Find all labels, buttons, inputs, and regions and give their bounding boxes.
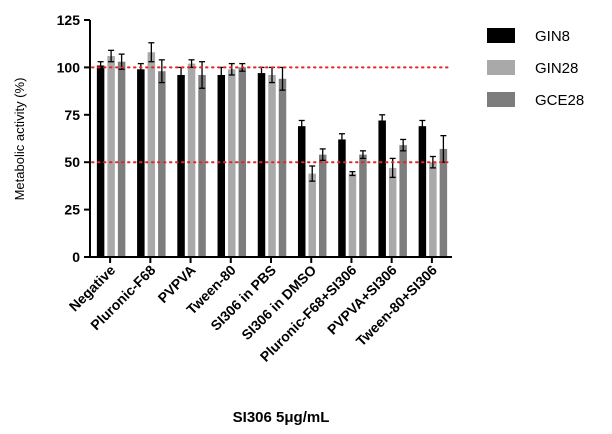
bar-gce28: [399, 145, 407, 257]
bar-gin28: [388, 167, 397, 257]
legend-swatch-gin28: [487, 60, 515, 75]
bar-gce28: [198, 74, 206, 257]
bar-gce28: [318, 154, 327, 257]
bar-gin28: [308, 173, 316, 257]
bar-gin28: [268, 74, 276, 257]
bar-gin8: [177, 74, 185, 257]
bar-gce28: [278, 78, 287, 257]
bar-gin8: [297, 126, 306, 258]
y-axis: 0 25 50 75 100 125: [57, 12, 91, 265]
bar-gin8: [217, 74, 226, 257]
bar-gin8: [257, 73, 266, 257]
bar-gin8: [378, 120, 386, 257]
legend-label: GCE28: [535, 92, 584, 109]
bar-gce28: [117, 61, 126, 257]
bar-gin28: [348, 173, 357, 257]
bar-gce28: [359, 154, 367, 257]
x-tick-label: PVPVA+SI306: [324, 262, 400, 338]
y-tick-label: 50: [64, 154, 80, 170]
y-tick-label: 75: [64, 107, 80, 123]
x-axis-label: SI306 5μg/mL: [233, 409, 330, 426]
legend-label: GIN28: [535, 60, 578, 77]
bar-gin8: [418, 126, 427, 258]
y-tick-label: 0: [72, 249, 80, 265]
y-tick-label: 125: [57, 12, 81, 28]
bar-gin28: [187, 63, 196, 257]
legend-label: GIN8: [535, 28, 570, 45]
bar-gin28: [107, 56, 115, 257]
y-tick-label: 100: [57, 59, 81, 75]
plot-area: [91, 42, 453, 258]
bar-gin8: [96, 65, 105, 257]
bar-gin28: [429, 162, 437, 257]
legend-swatch-gin8: [487, 28, 515, 43]
bar-gin8: [338, 139, 346, 257]
legend-swatch-gce28: [487, 92, 515, 107]
y-tick-label: 25: [64, 202, 80, 218]
bar-gce28: [439, 148, 448, 257]
bar-gin28: [147, 52, 156, 258]
legend: GIN8 GIN28 GCE28: [487, 28, 584, 109]
bar-gce28: [158, 71, 166, 257]
y-axis-label: Metabolic activity (%): [12, 78, 27, 201]
